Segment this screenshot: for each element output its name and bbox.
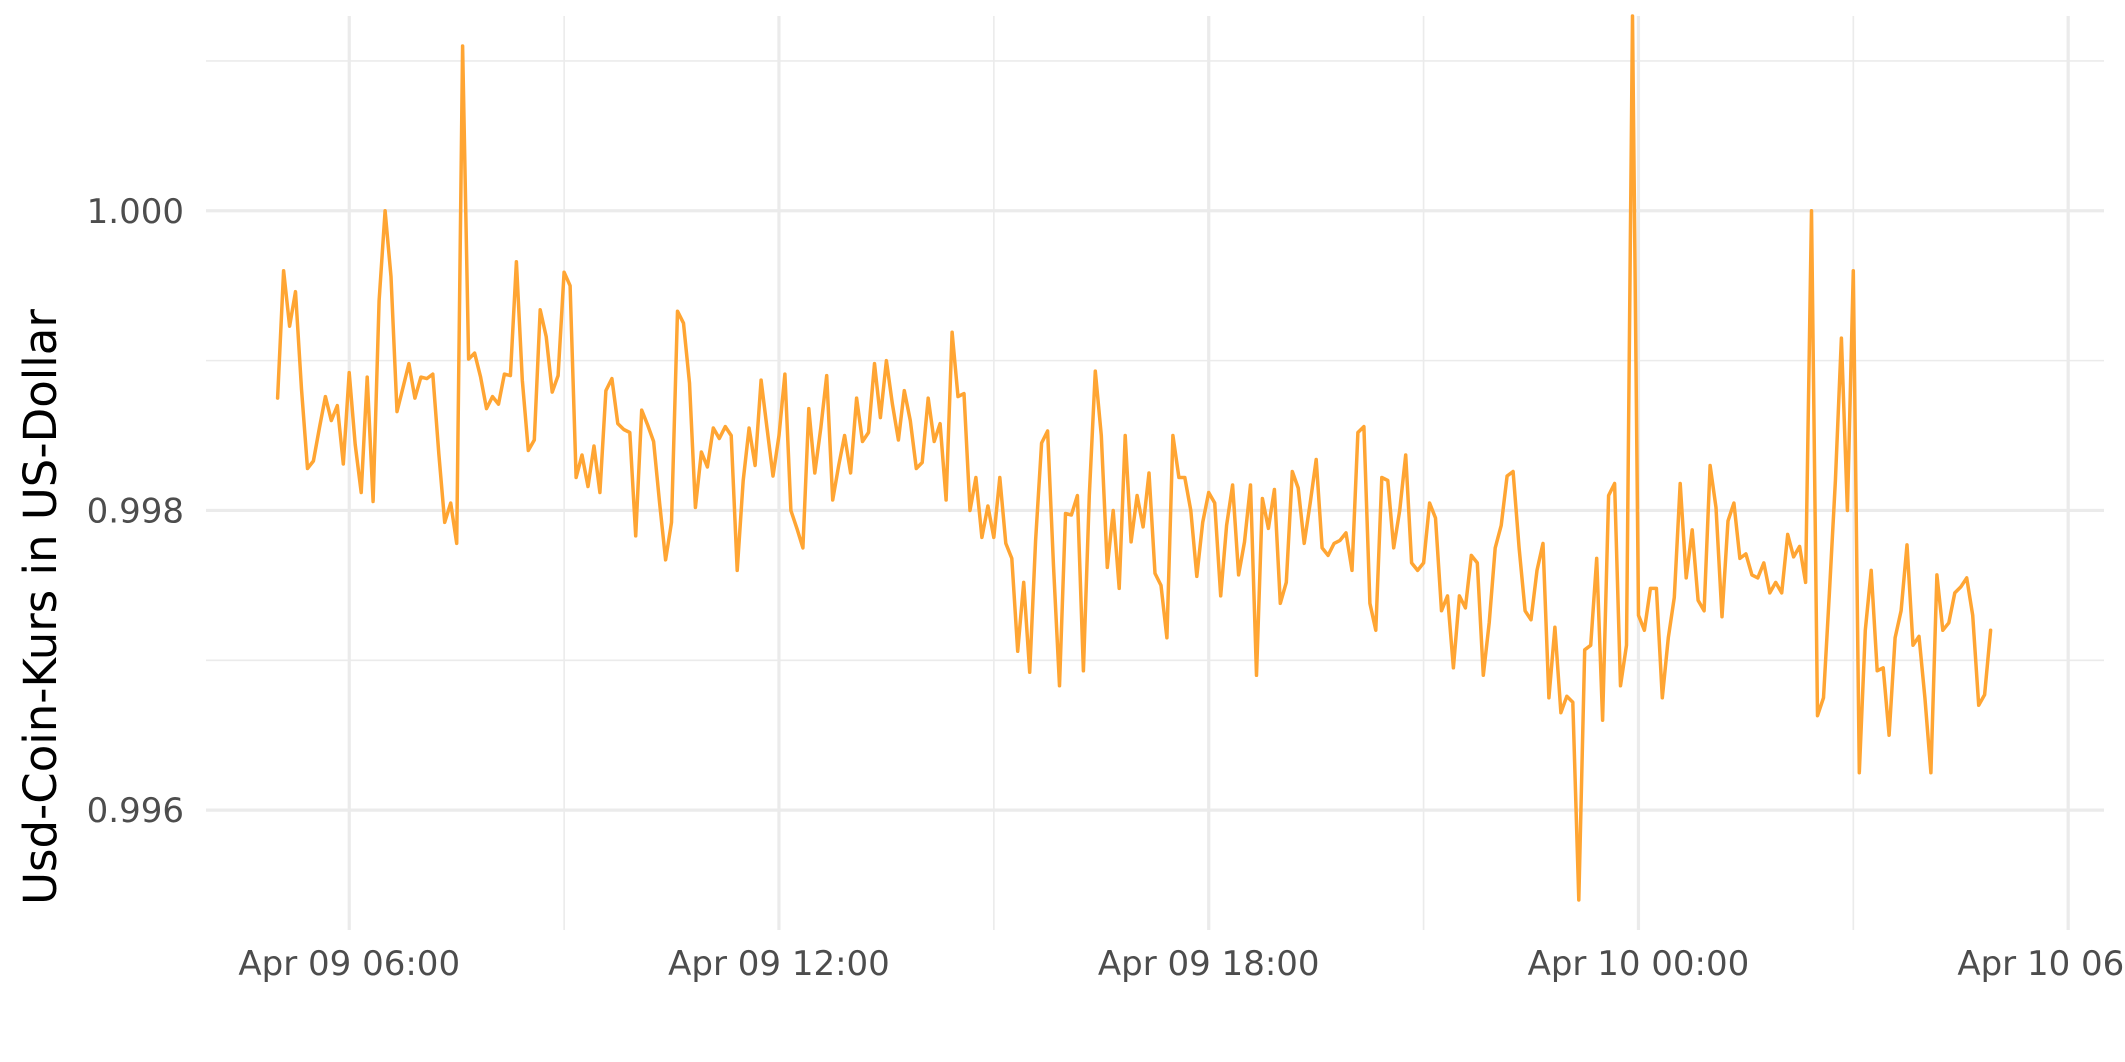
- x-axis-tick-labels: Apr 09 06:00 Apr 09 12:00 Apr 09 18:00 Apr …: [238, 944, 2125, 984]
- grid-lines: [206, 16, 2104, 930]
- y-tick-label: 0.998: [87, 491, 184, 531]
- x-tick-label: Apr 10 00:00: [1528, 944, 1750, 984]
- y-tick-label: 1.000: [87, 192, 184, 232]
- series-line: [275, 14, 1993, 902]
- y-tick-label: 0.996: [87, 791, 184, 831]
- x-tick-label: Apr 09 12:00: [668, 944, 890, 984]
- y-axis-title: Usd-Coin-Kurs in US-Dollar: [14, 309, 67, 905]
- y-axis-tick-labels: 0.996 0.998 1.000: [87, 192, 184, 831]
- series-layer: [275, 14, 1993, 902]
- x-tick-label: Apr 09 06:00: [238, 944, 460, 984]
- x-tick-label: Apr 09 18:00: [1098, 944, 1320, 984]
- x-tick-label: Apr 10 06:00: [1957, 944, 2125, 984]
